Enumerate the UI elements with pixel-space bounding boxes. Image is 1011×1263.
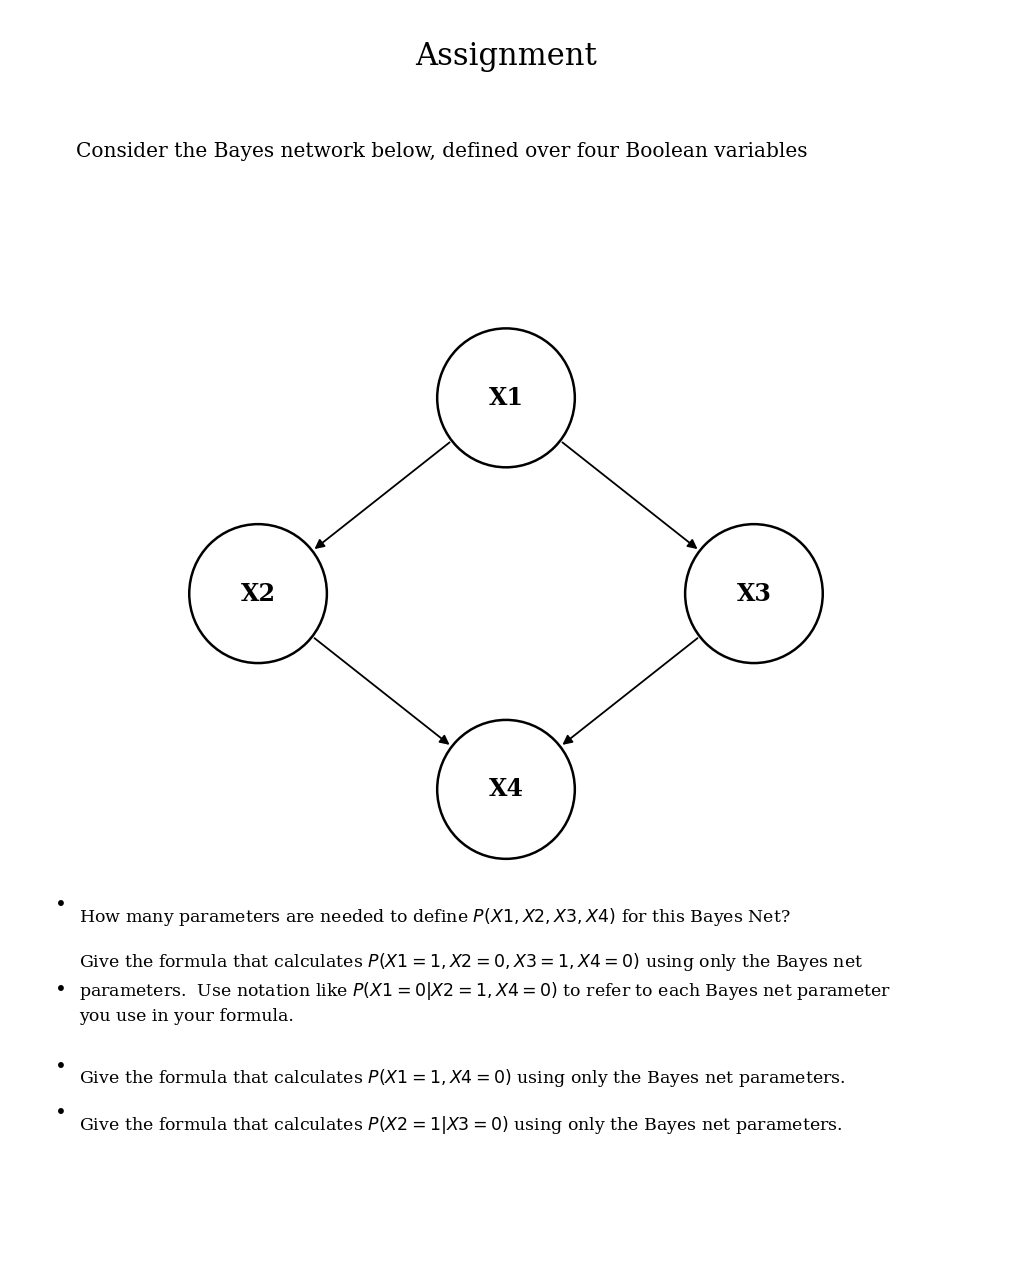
Ellipse shape — [437, 720, 574, 859]
Text: •: • — [55, 1104, 67, 1124]
Text: •: • — [55, 895, 67, 916]
Ellipse shape — [437, 328, 574, 467]
Text: Assignment: Assignment — [415, 42, 596, 72]
Text: X2: X2 — [241, 581, 275, 606]
Text: Give the formula that calculates $P(X1 = 1, X2 = 0, X3 = 1, X4 = 0)$ using only : Give the formula that calculates $P(X1 =… — [79, 951, 890, 1026]
Text: X4: X4 — [488, 777, 523, 802]
Text: Consider the Bayes network below, defined over four Boolean variables: Consider the Bayes network below, define… — [76, 141, 807, 162]
Text: How many parameters are needed to define $P(X1, X2, X3, X4)$ for this Bayes Net?: How many parameters are needed to define… — [79, 906, 790, 927]
Text: •: • — [55, 980, 67, 1000]
Text: X3: X3 — [736, 581, 770, 606]
Text: Give the formula that calculates $P(X1=1, X4=0)$ using only the Bayes net parame: Give the formula that calculates $P(X1=1… — [79, 1067, 845, 1089]
Text: •: • — [55, 1057, 67, 1077]
Text: Give the formula that calculates $P(X2=1|X3=0)$ using only the Bayes net paramet: Give the formula that calculates $P(X2=1… — [79, 1114, 842, 1135]
Ellipse shape — [189, 524, 327, 663]
Text: X1: X1 — [488, 385, 523, 410]
Ellipse shape — [684, 524, 822, 663]
